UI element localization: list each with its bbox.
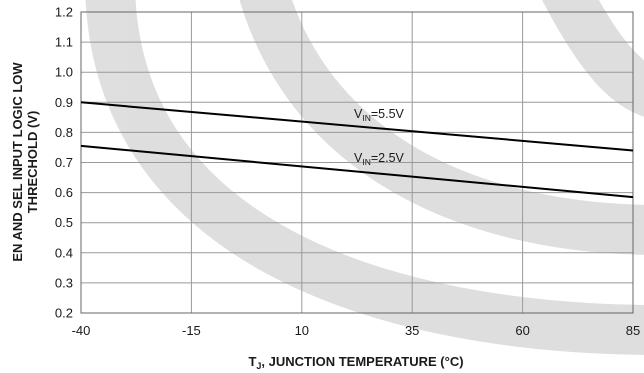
x-tick-labels: -40 -15 10 35 60 85	[72, 323, 641, 338]
y-tick-label: 0.7	[55, 155, 73, 170]
x-axis-title-sub: J	[256, 361, 261, 371]
y-tick-label: 0.5	[55, 215, 73, 230]
series-label-sub: IN	[362, 113, 371, 123]
series-line-0	[80, 101, 634, 152]
series-label-rest: =5.5V	[371, 107, 405, 121]
series-line-1	[80, 144, 634, 199]
watermark-arc-right	[542, 0, 644, 117]
x-tick-label: 60	[515, 323, 529, 338]
y-tick-labels: 0.2 0.3 0.4 0.5 0.6 0.7 0.8 0.9 1.0 1.1 1.2	[55, 5, 73, 321]
series-label-vin-5-5v: VIN=5.5V	[354, 107, 405, 123]
plot-area-border	[80, 11, 634, 314]
y-tick-label: 1.0	[55, 65, 73, 80]
y-tick-label: 0.2	[55, 306, 73, 321]
x-tick-label: -15	[182, 323, 201, 338]
x-axis-title-main: T	[248, 354, 256, 369]
y-tick-label: 0.9	[55, 95, 73, 110]
y-tick-label: 1.1	[55, 35, 73, 50]
y-tick-label: 0.4	[55, 245, 73, 260]
series-label-rest: =2.5V	[371, 151, 405, 165]
y-tick-label: 0.6	[55, 185, 73, 200]
x-axis-title: TJ, JUNCTION TEMPERATURE (°C)	[248, 354, 463, 371]
x-tick-label: 10	[295, 323, 309, 338]
series-label-vin-2-5v: VIN=2.5V	[354, 151, 405, 167]
series-lines	[80, 101, 634, 199]
x-tick-label: 85	[626, 323, 640, 338]
y-tick-label: 0.3	[55, 275, 73, 290]
x-tick-label: 35	[405, 323, 419, 338]
series-label-sub: IN	[362, 157, 371, 167]
y-axis-title-line2: THRECHOLD (V)	[25, 111, 40, 214]
y-axis-title-line1: EN AND SEL INPUT LOGIC LOW	[10, 62, 25, 262]
y-axis-title: EN AND SEL INPUT LOGIC LOW THRECHOLD (V)	[10, 62, 40, 262]
x-tick-label: -40	[72, 323, 91, 338]
watermark	[85, 0, 644, 355]
y-tick-label: 0.8	[55, 125, 73, 140]
x-axis-title-rest: , JUNCTION TEMPERATURE (°C)	[261, 354, 463, 369]
y-tick-label: 1.2	[55, 5, 73, 20]
series-label-main: V	[354, 151, 363, 165]
series-label-main: V	[354, 107, 363, 121]
